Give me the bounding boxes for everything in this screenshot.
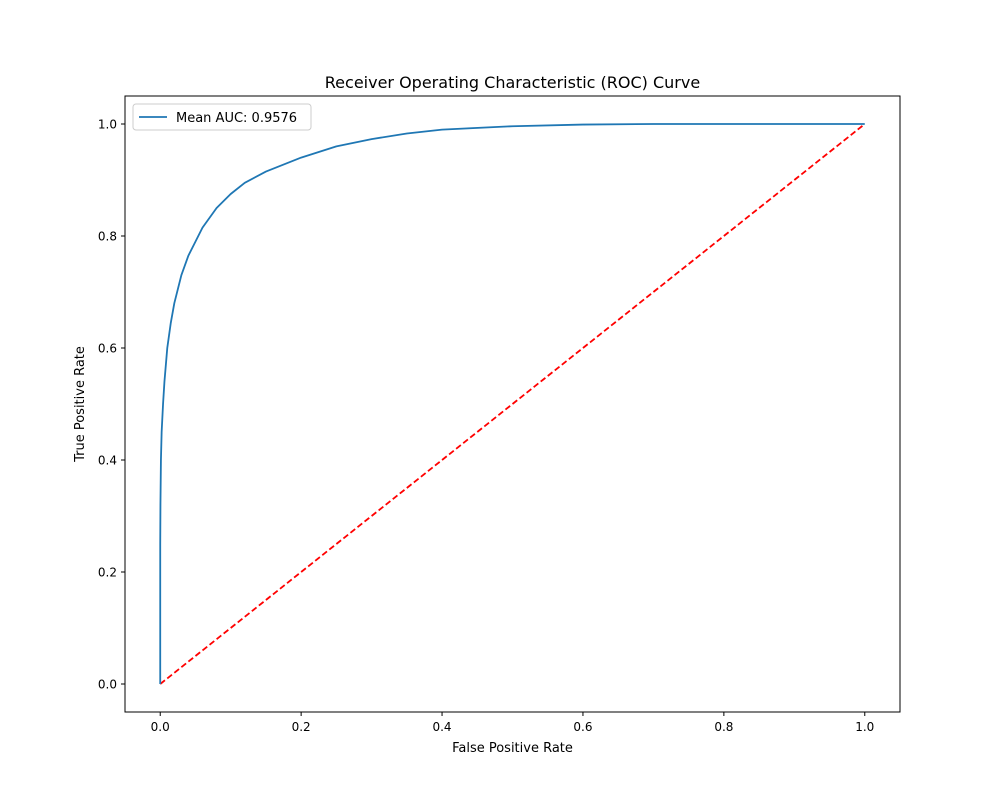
x-tick-label: 0.8: [714, 720, 733, 734]
y-tick-label: 0.6: [98, 342, 117, 356]
axis-ticks: 0.0 0.2 0.4 0.6 0.8 1.0 0.0 0.2 0.4 0.6 0.8 1.0: [98, 118, 874, 735]
legend-box: [132, 103, 312, 131]
y-tick-label: 0.2: [98, 566, 117, 580]
y-tick-label: 0.0: [98, 678, 117, 692]
chart-title: Receiver Operating Characteristic (ROC) …: [325, 73, 700, 92]
y-tick-label: 0.4: [98, 454, 117, 468]
x-tick-label: 0.6: [573, 720, 592, 734]
legend-entry-label: Mean AUC: 0.9576: [176, 111, 297, 126]
x-tick-label: 0.4: [432, 720, 451, 734]
x-axis-label: False Positive Rate: [452, 741, 573, 756]
legend: Mean AUC: 0.9576: [132, 103, 312, 131]
x-tick-label: 1.0: [855, 720, 874, 734]
y-tick-label: 0.8: [98, 230, 117, 244]
chance-diagonal-line: [159, 123, 866, 685]
y-axis-label: True Positive Rate: [73, 346, 88, 463]
plot-area: [124, 95, 901, 713]
roc-curve-line: [159, 123, 865, 684]
x-tick-label: 0.0: [151, 720, 170, 734]
axes-frame: [124, 95, 901, 713]
x-tick-label: 0.2: [292, 720, 311, 734]
y-tick-label: 1.0: [98, 118, 117, 132]
